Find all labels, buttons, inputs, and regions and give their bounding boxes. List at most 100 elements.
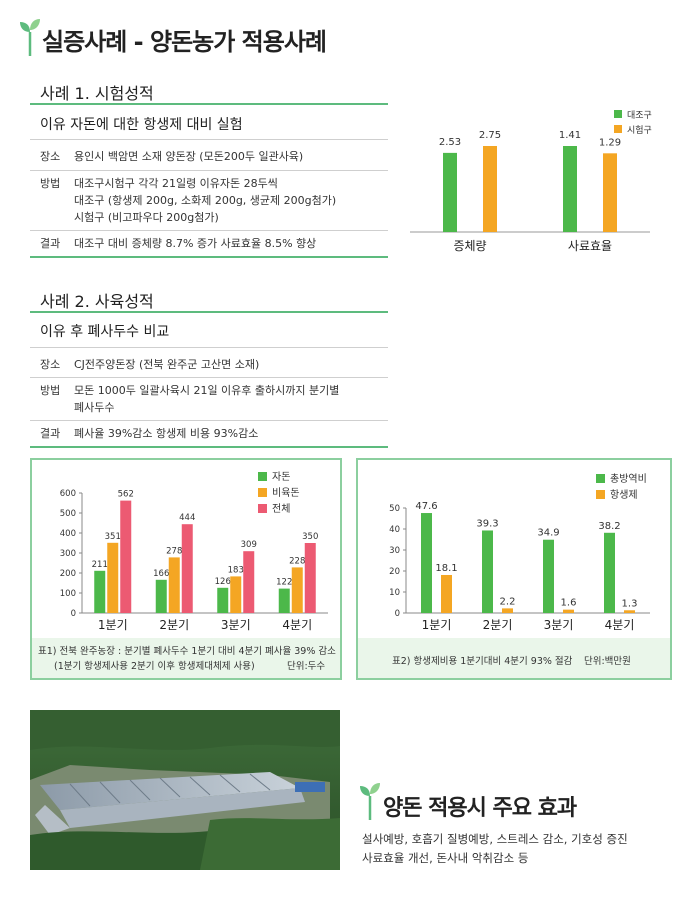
- data-label: 1.41: [559, 130, 581, 141]
- case2-place-row: 장소 CJ전주양돈장 (전북 완주군 고산면 소재): [40, 356, 394, 373]
- sprout-icon: [20, 19, 40, 56]
- place-label: 장소: [40, 150, 61, 163]
- y-tick-label: 20: [389, 567, 400, 577]
- legend-label: 시험구: [627, 125, 652, 136]
- x-tick-label: 2분기: [483, 618, 513, 632]
- bar: [483, 146, 497, 232]
- table2-caption-line1: 표2) 항생제비용 1분기대비 4분기 93% 절감: [392, 656, 573, 667]
- page-title: 실증사례 - 양돈농가 적용사례: [42, 28, 327, 56]
- data-label: 350: [302, 532, 318, 542]
- y-tick-label: 40: [389, 525, 400, 535]
- case2-method-line: 모돈 1000두 일괄사육시 21일 이유후 출하시까지 분기별: [74, 384, 340, 397]
- result-label: 결과: [40, 237, 61, 250]
- table1-caption-line2: (1분기 항생제사용 2분기 이후 항생제대체제 사용): [54, 661, 255, 672]
- bar: [107, 542, 119, 613]
- sprout-icon: [360, 783, 380, 820]
- data-label: 34.9: [537, 528, 559, 539]
- x-tick-label: 1분기: [98, 618, 128, 632]
- method-label: 방법: [40, 384, 61, 397]
- legend-swatch: [614, 110, 622, 118]
- bar: [155, 579, 167, 613]
- data-label: 2.2: [500, 596, 516, 607]
- bar: [168, 557, 180, 613]
- data-label: 18.1: [435, 563, 457, 574]
- legend-swatch: [596, 490, 605, 499]
- data-label: 562: [118, 490, 134, 500]
- y-tick-label: 50: [389, 504, 400, 514]
- table1-unit: 단위:두수: [287, 661, 326, 672]
- bar: [624, 610, 635, 613]
- case1-result: 대조구 대비 증체량 8.7% 증가 사료효율 8.5% 향상: [74, 237, 317, 250]
- legend-label: 비육돈: [272, 487, 300, 499]
- bar: [443, 152, 457, 232]
- data-label: 2.53: [439, 137, 461, 148]
- data-label: 126: [215, 577, 231, 587]
- y-tick-label: 30: [389, 546, 400, 556]
- case1-method-line: 시험구 (비고파우다 200g첨가): [74, 211, 219, 224]
- bar: [291, 567, 303, 613]
- data-label: 1.29: [599, 137, 621, 148]
- result-label: 결과: [40, 427, 61, 440]
- data-label: 211: [92, 560, 108, 570]
- bar: [230, 576, 242, 613]
- bar: [482, 530, 493, 613]
- chart-cost: 0 10 20 30 40 50 47.6 18.1 1분기 39.3 2.2 2분기 34.9 1.6 3…: [389, 473, 650, 632]
- caption-band: [32, 638, 340, 678]
- case2-method-row: 방법 모돈 1000두 일괄사육시 21일 이유후 출하시까지 분기별 폐사두수: [40, 382, 394, 416]
- divider: [30, 446, 388, 448]
- chart-mortality: 0 100 200 300 400 500 600 211 351 562 1분기 166 278 444…: [60, 471, 328, 632]
- x-tick-label: 3분기: [544, 618, 574, 632]
- y-tick-label: 300: [60, 549, 76, 559]
- divider: [30, 377, 388, 378]
- legend-label: 항생제: [610, 489, 638, 501]
- case2-method-line: 폐사두수: [74, 401, 115, 414]
- caption-band: [358, 638, 670, 678]
- case2-place: CJ전주양돈장 (전북 완주군 고산면 소재): [74, 358, 260, 371]
- data-label: 166: [153, 569, 169, 579]
- bar: [563, 146, 577, 232]
- x-tick-label: 증체량: [453, 239, 486, 253]
- case2-heading: 사례 2. 사육성적: [40, 292, 154, 311]
- y-tick-label: 10: [389, 588, 400, 598]
- bar: [604, 532, 615, 613]
- data-label: 444: [179, 513, 195, 523]
- bar: [278, 588, 290, 613]
- divider: [30, 170, 388, 171]
- effects-line: 사료효율 개선, 돈사내 악취감소 등: [362, 851, 529, 865]
- divider: [30, 103, 388, 105]
- effects-title: 양돈 적용시 주요 효과: [383, 796, 577, 821]
- case1-place: 용인시 백암면 소재 양돈장 (모돈200두 일관사육): [74, 150, 304, 163]
- bar: [304, 543, 316, 613]
- bar: [543, 539, 554, 613]
- legend-label: 전체: [272, 503, 290, 515]
- case2-subheading: 이유 후 폐사두수 비교: [40, 324, 170, 340]
- place-label: 장소: [40, 358, 61, 371]
- data-label: 122: [276, 578, 292, 588]
- data-label: 309: [241, 540, 257, 550]
- legend-label: 대조구: [627, 110, 652, 121]
- bar: [120, 500, 132, 613]
- case2-result: 폐사율 39%감소 항생제 비용 93%감소: [74, 427, 259, 440]
- case1-place-row: 장소 용인시 백암면 소재 양돈장 (모돈200두 일관사육): [40, 148, 394, 165]
- x-tick-label: 1분기: [422, 618, 452, 632]
- legend-label: 자돈: [272, 471, 290, 483]
- data-label: 2.75: [479, 130, 501, 141]
- method-label: 방법: [40, 177, 61, 190]
- data-label: 38.2: [598, 521, 620, 532]
- data-label: 351: [105, 532, 121, 542]
- data-label: 1.6: [561, 598, 577, 609]
- x-tick-label: 4분기: [282, 618, 312, 632]
- case2-result-row: 결과 폐사율 39%감소 항생제 비용 93%감소: [40, 425, 394, 442]
- data-label: 47.6: [415, 501, 437, 512]
- legend-swatch: [258, 472, 267, 481]
- bar: [217, 587, 229, 613]
- data-label: 278: [166, 546, 182, 556]
- case1-method-line: 대조구 (항생제 200g, 소화제 200g, 생균제 200g첨가): [74, 194, 337, 207]
- chart-panel-mortality: 0 100 200 300 400 500 600 211 351 562 1분기 166 278 444…: [30, 458, 342, 680]
- bar: [94, 570, 106, 613]
- bar: [441, 574, 452, 613]
- data-label: 1.3: [622, 598, 638, 609]
- legend-swatch: [596, 474, 605, 483]
- case1-result-row: 결과 대조구 대비 증체량 8.7% 증가 사료효율 8.5% 향상: [40, 235, 394, 252]
- legend-label: 총방역비: [610, 473, 647, 485]
